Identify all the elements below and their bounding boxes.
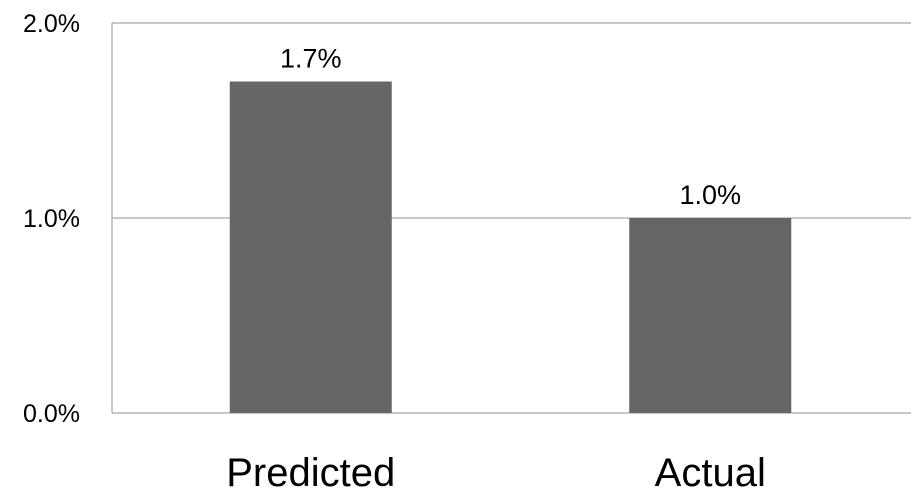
y-tick-label-0: 0.0% — [23, 400, 80, 428]
category-label-predicted: Predicted — [226, 451, 395, 495]
bars — [229, 81, 792, 413]
bar-actual — [629, 218, 792, 413]
y-tick-label-1: 1.0% — [23, 205, 80, 233]
y-tick-label-2: 2.0% — [23, 10, 80, 38]
data-label-predicted: 1.7% — [280, 44, 342, 74]
data-label-actual: 1.0% — [679, 180, 741, 210]
category-label-actual: Actual — [655, 451, 766, 495]
labels: 0.0% 1.0% 2.0% 1.7% Predicted 1.0% Actual — [23, 10, 766, 495]
bar-predicted — [229, 81, 392, 413]
